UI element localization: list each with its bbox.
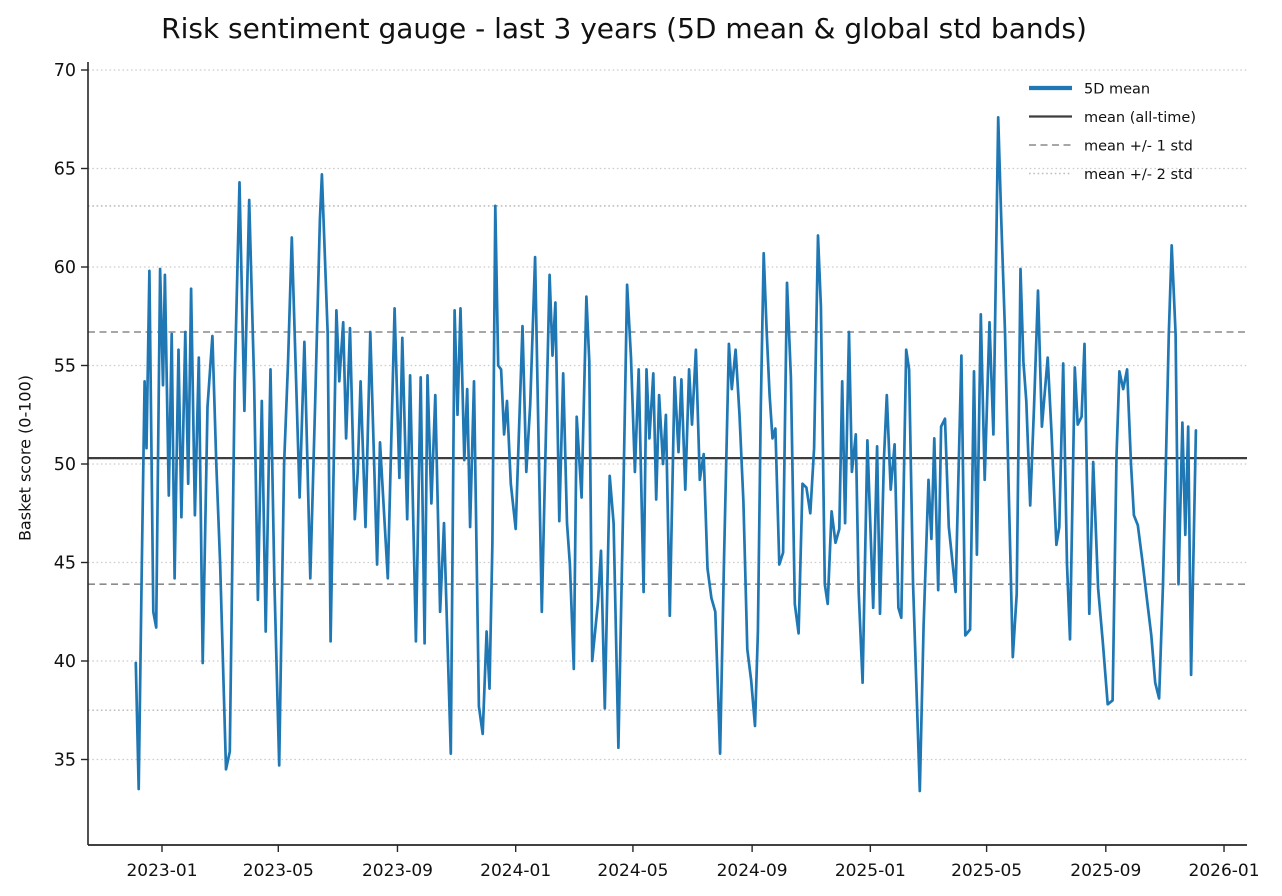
chart-title: Risk sentiment gauge - last 3 years (5D … (161, 12, 1087, 45)
y-tick-label-35: 35 (54, 751, 76, 771)
legend-item-1: 5D mean (1029, 82, 1150, 98)
y-tick-label-70: 70 (54, 61, 76, 81)
legend-item-2: mean (all-time) (1029, 110, 1196, 126)
legend-label-1: 5D mean (1084, 82, 1150, 98)
legend-label-3: mean +/- 1 std (1084, 139, 1193, 155)
x-tick-label-2025-05: 2025-05 (951, 861, 1022, 881)
y-tick-label-65: 65 (54, 160, 76, 180)
legend-label-2: mean (all-time) (1084, 110, 1196, 126)
series-5d-mean-line (134, 115, 1198, 793)
x-tick-label-2023-09: 2023-09 (362, 861, 433, 881)
x-tick-label-2024-09: 2024-09 (717, 861, 788, 881)
axes-spines (87, 62, 1247, 846)
legend: 5D mean mean (all-time) mean +/- 1 std mean… (1029, 82, 1196, 183)
x-tick-label-2023-01: 2023-01 (126, 861, 197, 881)
legend-item-3: mean +/- 1 std (1029, 139, 1193, 155)
y-axis: 35 40 45 50 55 60 65 70 (54, 61, 88, 771)
legend-item-4: mean +/- 2 std (1029, 167, 1193, 183)
x-tick-label-2026-01: 2026-01 (1189, 861, 1260, 881)
x-tick-label-2024-01: 2024-01 (480, 861, 551, 881)
y-tick-label-50: 50 (54, 455, 76, 475)
x-tick-label-2024-05: 2024-05 (597, 861, 668, 881)
y-tick-label-60: 60 (54, 258, 76, 278)
legend-label-4: mean +/- 2 std (1084, 167, 1193, 183)
y-tick-label-45: 45 (54, 554, 76, 574)
x-tick-label-2025-01: 2025-01 (835, 861, 906, 881)
x-tick-label-2023-05: 2023-05 (243, 861, 314, 881)
y-tick-label-40: 40 (54, 652, 76, 672)
x-tick-label-2025-09: 2025-09 (1070, 861, 1141, 881)
y-tick-label-55: 55 (54, 357, 76, 377)
x-axis: 2023-01 2023-05 2023-09 2024-01 2024-05 2024-… (126, 845, 1260, 881)
